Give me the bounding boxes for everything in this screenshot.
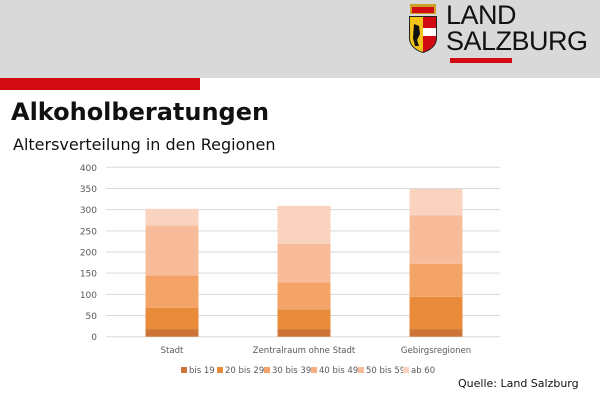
bar-segment-bis-19: [145, 329, 199, 337]
legend-swatch: [181, 367, 187, 373]
bar-segment-ab-60: [277, 205, 331, 244]
y-tick-label: 250: [80, 227, 97, 237]
bar-segment-20-bis-29: [277, 309, 331, 330]
legend-swatch: [403, 367, 409, 373]
bar-segment-ab-60: [409, 188, 463, 216]
legend-swatch: [311, 367, 317, 373]
y-tick-label: 200: [80, 249, 97, 259]
bar-segment-30-bis-39: [409, 263, 463, 297]
accent-bar: [0, 78, 200, 90]
bar-segment-50-bis-59: [145, 225, 199, 276]
x-tick-label: Zentralraum ohne Stadt: [253, 346, 356, 356]
bar-segment-30-bis-39: [145, 275, 199, 308]
legend-label: 50 bis 59: [366, 366, 405, 376]
header-band: [0, 0, 600, 78]
legend-swatch: [264, 367, 270, 373]
legend-label: 40 bis 49: [319, 366, 358, 376]
page-subtitle: Altersverteilung in den Regionen: [13, 135, 276, 154]
page-title: Alkoholberatungen: [11, 98, 270, 126]
legend-swatch: [217, 367, 223, 373]
y-tick-label: 50: [86, 312, 98, 322]
y-tick-label: 350: [80, 185, 97, 195]
y-tick-label: 100: [80, 291, 97, 301]
y-tick-label: 300: [80, 206, 97, 216]
brand-underline: [450, 58, 512, 63]
legend-label: bis 19: [189, 366, 215, 376]
legend-label: 30 bis 39: [272, 366, 311, 376]
bar-segment-20-bis-29: [409, 296, 463, 330]
legend-label: ab 60: [411, 366, 435, 376]
y-tick-label: 0: [91, 333, 97, 343]
y-tick-label: 400: [80, 164, 97, 174]
bar-segment-20-bis-29: [145, 307, 199, 330]
bar-segment-30-bis-39: [277, 282, 331, 310]
brand-logo-text: LAND SALZBURG: [446, 0, 588, 56]
x-tick-label: Stadt: [161, 346, 184, 356]
source-note: Quelle: Land Salzburg: [458, 377, 579, 390]
coat-of-arms-icon: [409, 4, 437, 53]
x-tick-label: Gebirgsregionen: [401, 346, 471, 356]
legend-label: 20 bis 29: [225, 366, 264, 376]
bar-segment-bis-19: [277, 329, 331, 337]
legend-swatch: [358, 367, 364, 373]
bar-segment-50-bis-59: [409, 215, 463, 264]
y-tick-label: 150: [80, 270, 97, 280]
bar-segment-bis-19: [409, 329, 463, 337]
bar-segment-50-bis-59: [277, 243, 331, 283]
bar-segment-ab-60: [145, 208, 199, 226]
